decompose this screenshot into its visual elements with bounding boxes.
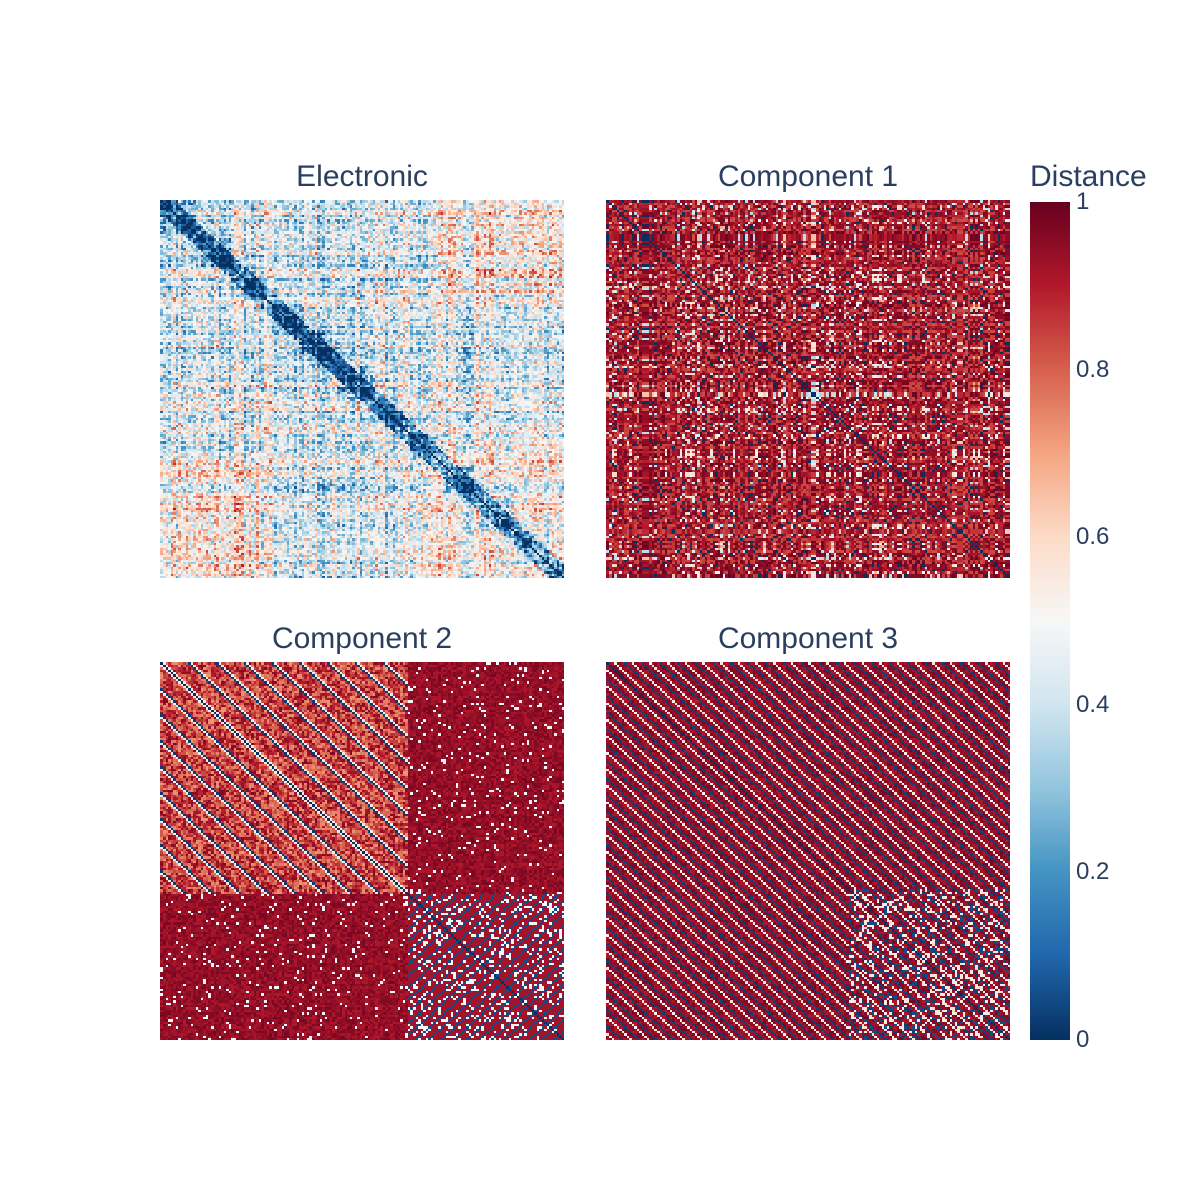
colorbar-tick: 1 xyxy=(1076,188,1090,215)
colorbar-title: Distance xyxy=(1030,160,1147,193)
heatmap-component-1 xyxy=(606,200,1010,578)
heatmap-electronic xyxy=(160,200,564,578)
colorbar-tick: 0.8 xyxy=(1076,355,1110,383)
heatmap-title-electronic: Electronic xyxy=(296,160,428,193)
colorbar xyxy=(1030,202,1070,1040)
colorbar-tick: 0 xyxy=(1076,1026,1090,1053)
heatmap-title-component-1: Component 1 xyxy=(717,160,899,193)
colorbar-tick: 0.4 xyxy=(1076,690,1110,718)
heatmap-title-component-3: Component 3 xyxy=(717,622,899,655)
heatmap-component-2 xyxy=(160,662,564,1040)
heatmap-title-component-2: Component 2 xyxy=(271,622,453,655)
colorbar-tick: 0.6 xyxy=(1076,523,1110,551)
colorbar-tick: 0.2 xyxy=(1076,858,1110,886)
heatmap-component-3 xyxy=(606,662,1010,1040)
